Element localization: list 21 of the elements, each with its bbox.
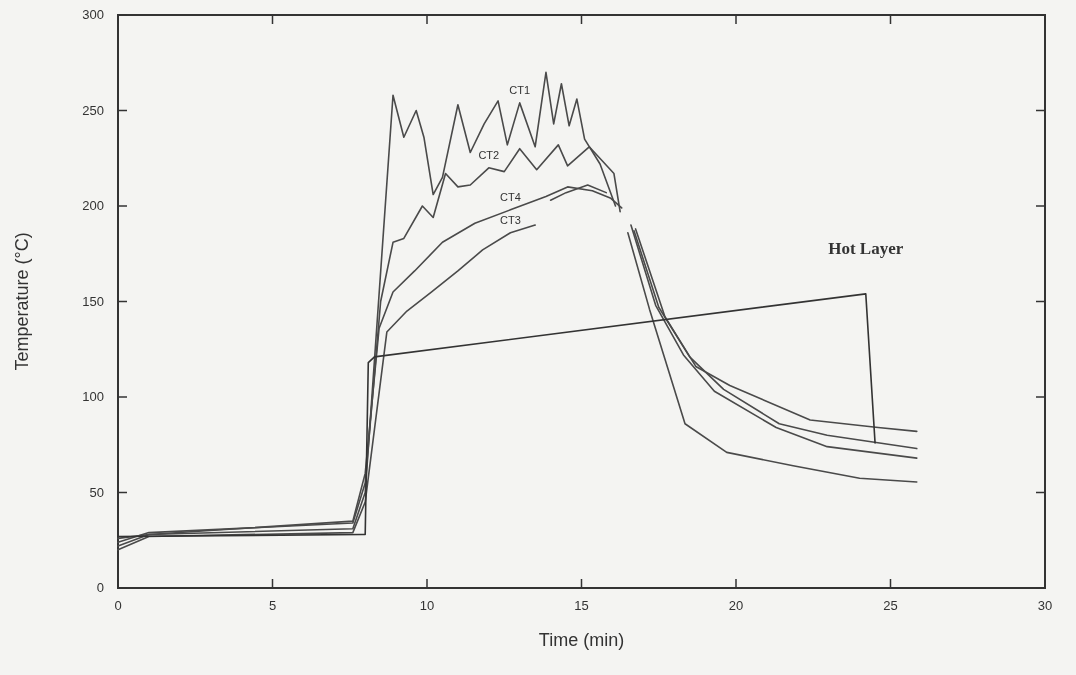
x-axis-title: Time (min) bbox=[538, 630, 625, 650]
y-tick-label: 150 bbox=[82, 293, 104, 309]
y-tick-label: 50 bbox=[89, 484, 104, 500]
x-tick-label: 0 bbox=[114, 598, 122, 613]
x-tick-label: 25 bbox=[883, 598, 898, 613]
annotation: CT4 bbox=[500, 190, 521, 203]
annotation: CT1 bbox=[509, 83, 531, 96]
y-tick-label: 200 bbox=[82, 198, 104, 213]
annotation: CT3 bbox=[500, 213, 521, 226]
x-tick-label: 10 bbox=[419, 598, 435, 613]
y-tick-label: 250 bbox=[82, 102, 104, 118]
y-axis-title: Temperature (°C) bbox=[12, 232, 32, 371]
x-tick-label: 20 bbox=[728, 598, 744, 613]
x-tick-label: 30 bbox=[1037, 598, 1053, 613]
x-tick-label: 15 bbox=[574, 598, 589, 613]
y-tick-label: 0 bbox=[96, 580, 104, 595]
y-tick-label: 100 bbox=[82, 389, 104, 404]
y-tick-label: 300 bbox=[82, 7, 104, 22]
annotation: CT2 bbox=[478, 148, 500, 161]
x-tick-label: 5 bbox=[268, 598, 277, 613]
text: Hot Layer bbox=[828, 238, 904, 258]
